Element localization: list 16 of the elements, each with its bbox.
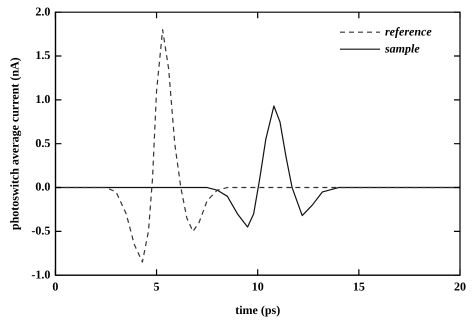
x-tick-label: 0: [52, 279, 58, 294]
y-tick-label: 1.5: [35, 48, 50, 62]
y-tick-label: -1.0: [31, 267, 50, 282]
x-tick-label: 20: [454, 279, 466, 294]
legend-label: sample: [384, 41, 420, 56]
x-tick-label: 5: [154, 279, 160, 294]
y-tick-label: 1.0: [35, 92, 50, 106]
x-tick-label: 10: [252, 279, 264, 294]
y-axis-title: photoswitch average current (nA): [7, 57, 22, 230]
y-tick-label: 2.0: [35, 4, 50, 18]
legend-label: reference: [385, 24, 432, 38]
y-tick-label: 0.5: [35, 136, 50, 150]
x-tick-label: 15: [352, 279, 365, 294]
y-tick-label: 0.0: [35, 180, 50, 194]
x-axis-title: time (ps): [235, 302, 280, 317]
y-tick-label: -0.5: [31, 223, 50, 238]
